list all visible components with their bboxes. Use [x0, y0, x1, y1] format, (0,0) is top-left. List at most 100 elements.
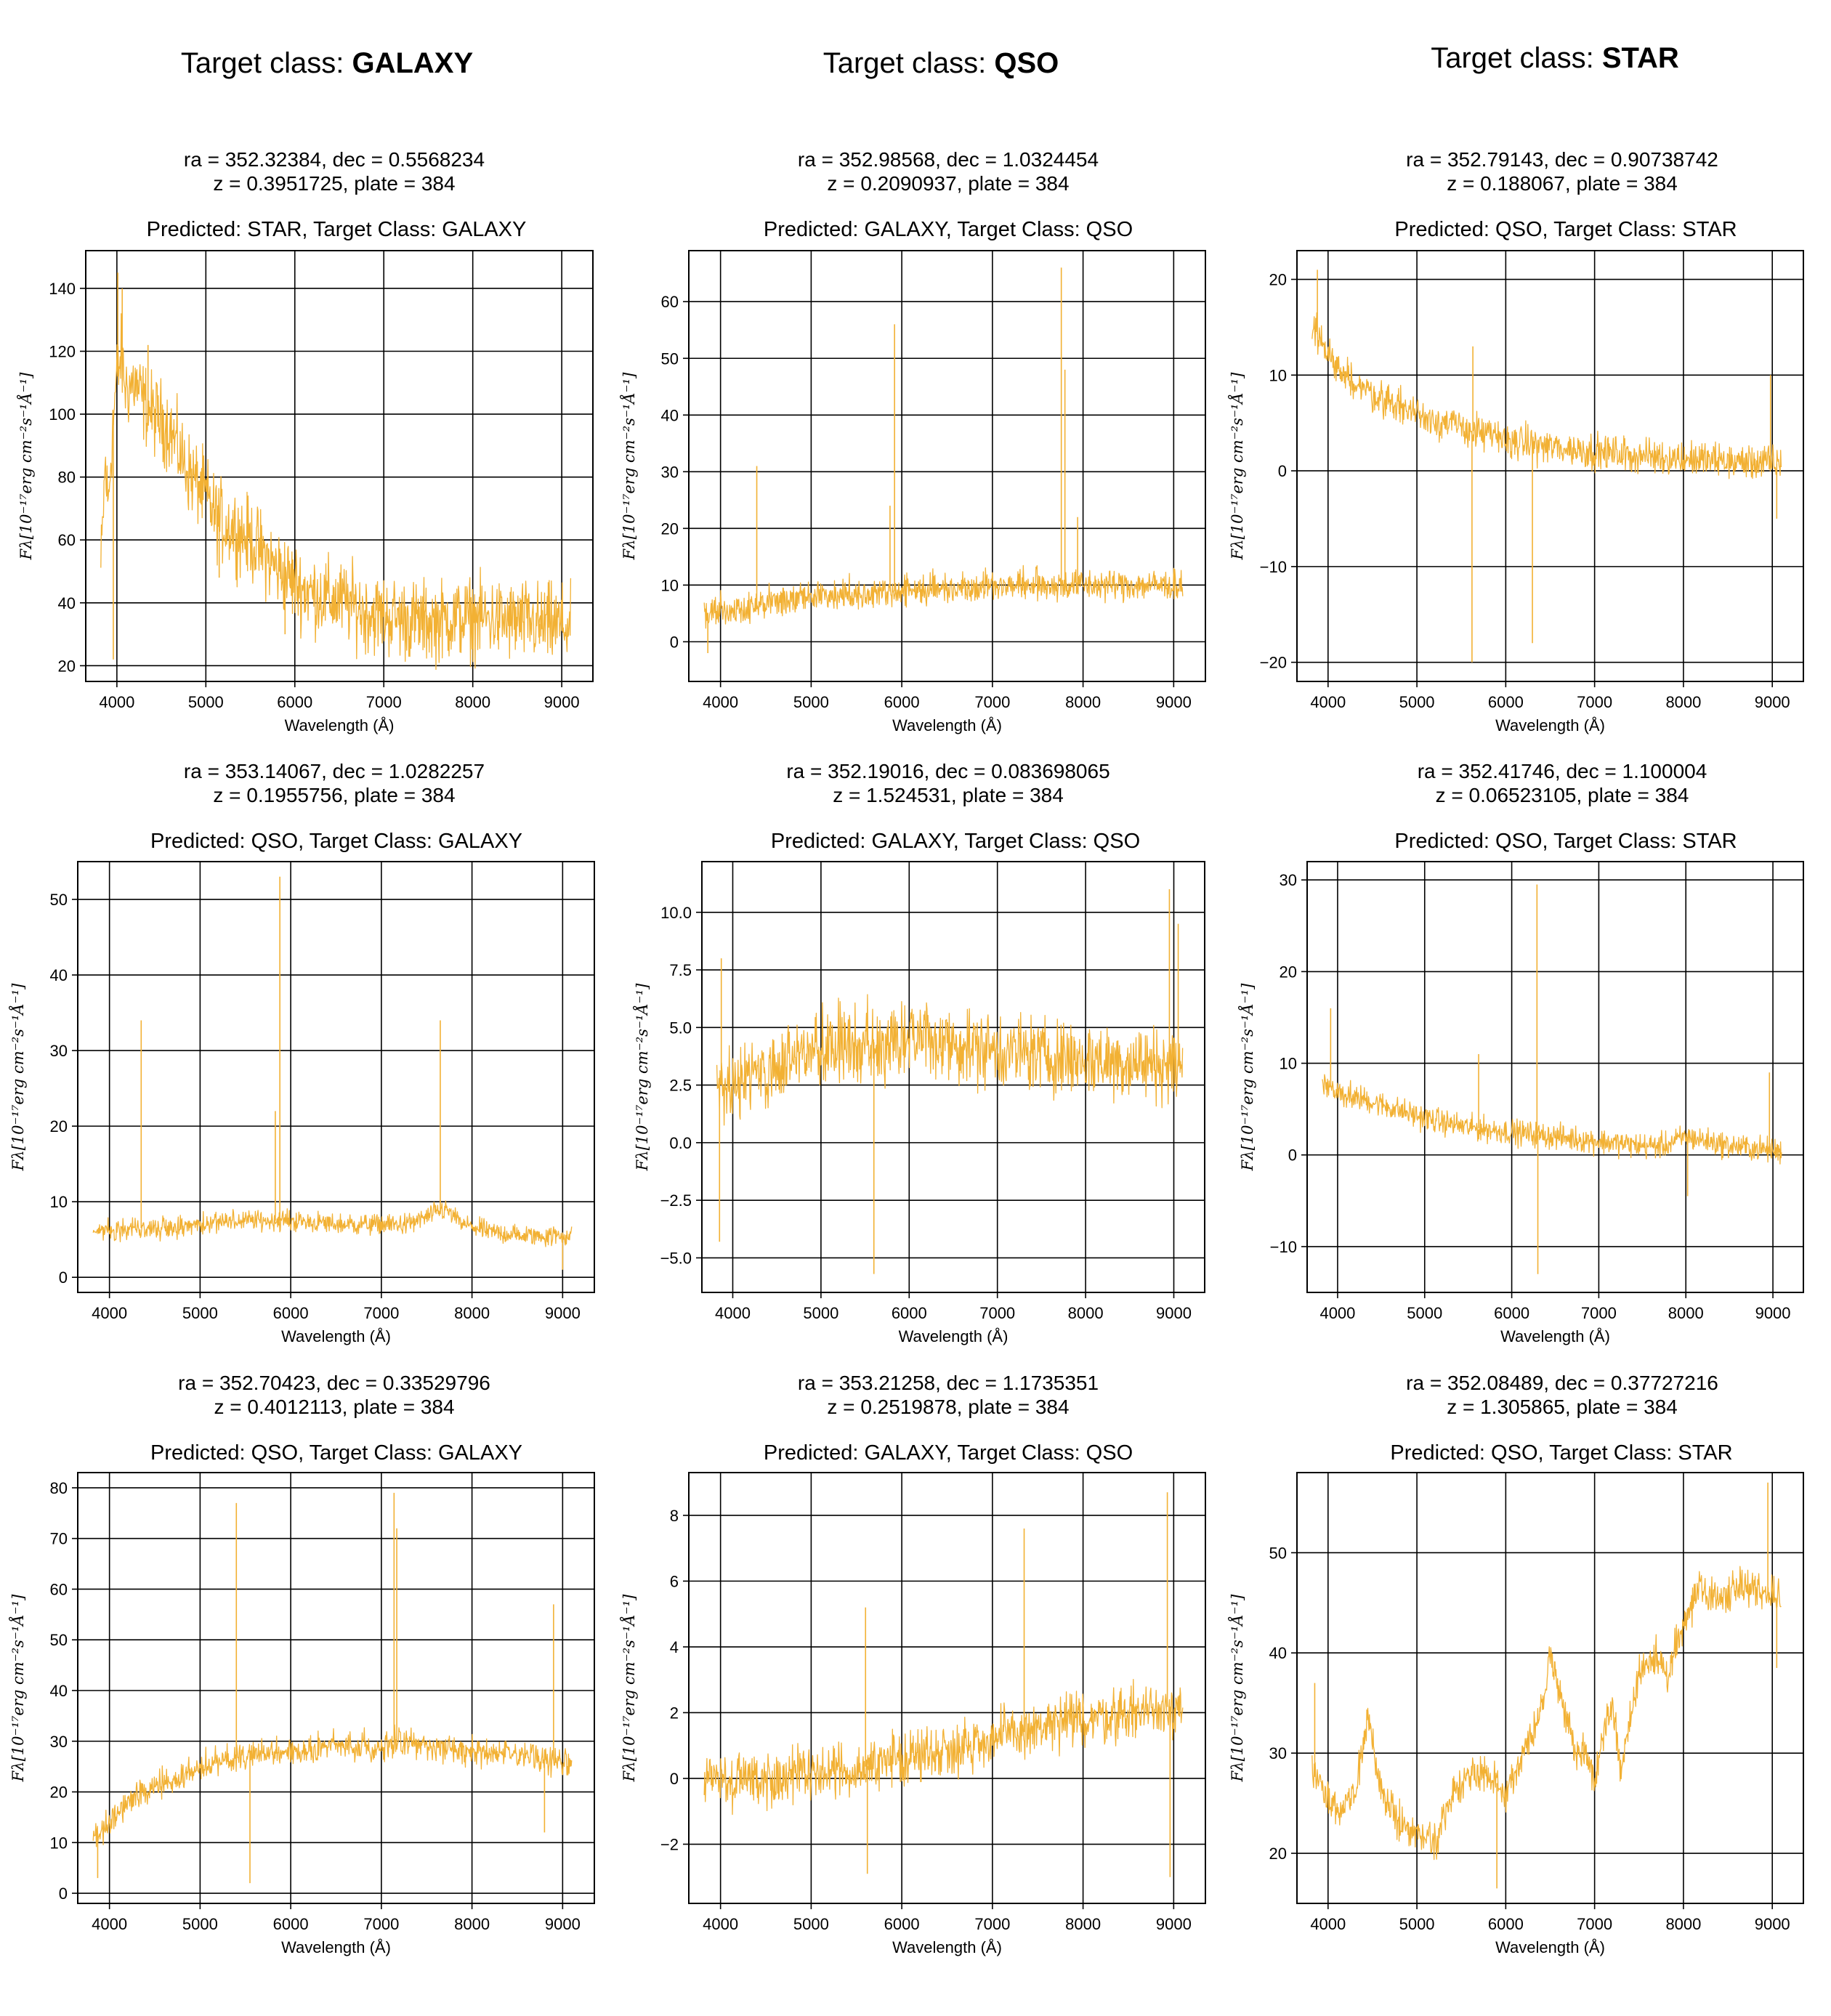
- y-tick-label: 30: [50, 1733, 68, 1751]
- y-tick-label: 80: [58, 469, 76, 487]
- spectrum-line: [92, 1200, 573, 1247]
- spectrum-line: [100, 313, 572, 671]
- y-tick-label: 5.0: [669, 1019, 692, 1037]
- x-tick-label: 9000: [1156, 1304, 1192, 1322]
- y-tick-label: 20: [1280, 963, 1297, 981]
- x-tick-label: 7000: [979, 1304, 1015, 1322]
- x-tick-label: 6000: [1488, 693, 1524, 711]
- x-tick-label: 5000: [793, 1915, 829, 1933]
- panel-2-info: ra = 352.98568, dec = 1.0324454 z = 0.209…: [797, 148, 1099, 195]
- y-tick-label: 40: [50, 966, 68, 984]
- x-tick-label: 9000: [1755, 1915, 1790, 1933]
- x-axis-label: Wavelength (Å): [892, 1938, 1002, 1956]
- x-tick-label: 5000: [803, 1304, 838, 1322]
- panel-4-title: Predicted: QSO, Target Class: GALAXY: [150, 830, 523, 853]
- spectrum-panel-1: 4000 5000 6000 7000 8000 9000 20 40 60 80 100 120 14…: [17, 250, 594, 734]
- x-tick-label: 4000: [92, 1915, 127, 1933]
- y-axis-label: Fλ[10⁻¹⁷erg cm⁻²s⁻¹Å⁻¹]: [9, 1594, 27, 1782]
- y-tick-label: 30: [1280, 871, 1297, 889]
- spectrum-panel-7: 4000 5000 6000 7000 8000 9000 0 10 20 30 40 50 60 70 8…: [9, 1472, 595, 1956]
- x-tick-label: 7000: [366, 693, 402, 711]
- axes-frame: [1296, 1472, 1804, 1904]
- y-tick-label: −2.5: [660, 1191, 692, 1210]
- y-tick-label: 0: [1278, 462, 1287, 480]
- x-tick-label: 4000: [1310, 693, 1346, 711]
- y-tick-label: 100: [49, 405, 76, 424]
- y-tick-label: 10: [50, 1834, 68, 1852]
- y-tick-label: 10: [661, 576, 679, 594]
- spectrum-panel-6: 4000 5000 6000 7000 8000 9000 −10 0 10 20 30 Wavele…: [1238, 861, 1804, 1345]
- x-tick-label: 7000: [363, 1915, 399, 1933]
- axes-frame: [688, 250, 1206, 682]
- x-tick-label: 6000: [277, 693, 312, 711]
- y-tick-label: 20: [50, 1117, 68, 1135]
- panel-9-info: ra = 352.08489, dec = 0.37727216 z = 1.30…: [1406, 1372, 1718, 1418]
- y-tick-label: 30: [1269, 1744, 1287, 1762]
- column-title-galaxy: Target class: GALAXY: [180, 47, 474, 79]
- axes-frame: [688, 1472, 1206, 1904]
- x-tick-label: 7000: [974, 693, 1010, 711]
- y-axis-label: Fλ[10⁻¹⁷erg cm⁻²s⁻¹Å⁻¹]: [17, 372, 35, 560]
- spectrum-line: [1311, 312, 1782, 479]
- y-tick-label: 10: [50, 1193, 68, 1211]
- x-tick-label: 4000: [1319, 1304, 1355, 1322]
- axes-frame: [701, 861, 1205, 1293]
- x-tick-label: 9000: [545, 1304, 581, 1322]
- x-tick-label: 9000: [1755, 693, 1790, 711]
- y-tick-label: 50: [661, 349, 679, 368]
- x-tick-label: 7000: [1577, 693, 1612, 711]
- x-tick-label: 9000: [1755, 1304, 1791, 1322]
- x-tick-label: 6000: [884, 693, 920, 711]
- y-tick-label: −20: [1260, 654, 1287, 672]
- y-tick-label: 0: [670, 633, 679, 651]
- x-tick-label: 4000: [92, 1304, 127, 1322]
- x-axis-label: Wavelength (Å): [1495, 716, 1605, 734]
- y-axis-label: Fλ[10⁻¹⁷erg cm⁻²s⁻¹Å⁻¹]: [1228, 372, 1246, 560]
- x-tick-label: 5000: [188, 693, 224, 711]
- x-tick-label: 8000: [455, 693, 490, 711]
- spectrum-line: [1322, 1074, 1782, 1165]
- spectrum-panel-5: 4000 5000 6000 7000 8000 9000 −5.0 −2.5 0.0 2.5 5.…: [633, 861, 1205, 1345]
- y-tick-label: 2: [670, 1704, 679, 1722]
- panel-5-title: Predicted: GALAXY, Target Class: QSO: [770, 830, 1141, 853]
- x-tick-label: 9000: [544, 693, 580, 711]
- x-tick-label: 6000: [1488, 1915, 1524, 1933]
- axes-frame: [77, 861, 595, 1293]
- x-tick-label: 8000: [1668, 1304, 1704, 1322]
- y-tick-label: 30: [50, 1042, 68, 1060]
- axes-frame: [1296, 250, 1804, 682]
- y-tick-label: 70: [50, 1530, 68, 1548]
- y-tick-label: 6: [670, 1572, 679, 1590]
- x-tick-label: 7000: [363, 1304, 399, 1322]
- y-tick-label: 10: [1280, 1055, 1297, 1073]
- x-tick-label: 8000: [1665, 693, 1701, 711]
- x-tick-label: 9000: [1156, 693, 1192, 711]
- x-axis-label: Wavelength (Å): [1495, 1938, 1605, 1956]
- x-axis-label: Wavelength (Å): [281, 1938, 391, 1956]
- x-tick-label: 5000: [1399, 1915, 1435, 1933]
- panel-1-title: Predicted: STAR, Target Class: GALAXY: [146, 218, 527, 241]
- y-tick-label: 20: [1269, 1845, 1287, 1863]
- panel-7-title: Predicted: QSO, Target Class: GALAXY: [150, 1441, 523, 1465]
- spectrum-line: [703, 1679, 1184, 1815]
- x-tick-label: 8000: [1065, 1915, 1101, 1933]
- y-axis-label: Fλ[10⁻¹⁷erg cm⁻²s⁻¹Å⁻¹]: [633, 983, 651, 1171]
- x-tick-label: 6000: [273, 1915, 309, 1933]
- spectrum-line: [1311, 1566, 1782, 1861]
- panel-3-title: Predicted: QSO, Target Class: STAR: [1394, 218, 1737, 241]
- y-tick-label: 20: [50, 1784, 68, 1802]
- y-tick-label: 20: [1269, 271, 1287, 289]
- x-axis-label: Wavelength (Å): [892, 716, 1002, 734]
- y-tick-label: 60: [58, 531, 76, 549]
- y-tick-label: 0.0: [669, 1134, 692, 1152]
- y-tick-label: 80: [50, 1479, 68, 1497]
- x-axis-label: Wavelength (Å): [281, 1327, 391, 1345]
- y-axis-label: Fλ[10⁻¹⁷erg cm⁻²s⁻¹Å⁻¹]: [620, 372, 638, 560]
- y-tick-label: −10: [1270, 1238, 1297, 1256]
- x-tick-label: 7000: [974, 1915, 1010, 1933]
- panel-8-info: ra = 353.21258, dec = 1.1735351 z = 0.251…: [797, 1372, 1099, 1418]
- y-tick-label: 40: [661, 406, 679, 424]
- panel-7-info: ra = 352.70423, dec = 0.33529796 z = 0.40…: [178, 1372, 490, 1418]
- x-axis-label: Wavelength (Å): [899, 1327, 1009, 1345]
